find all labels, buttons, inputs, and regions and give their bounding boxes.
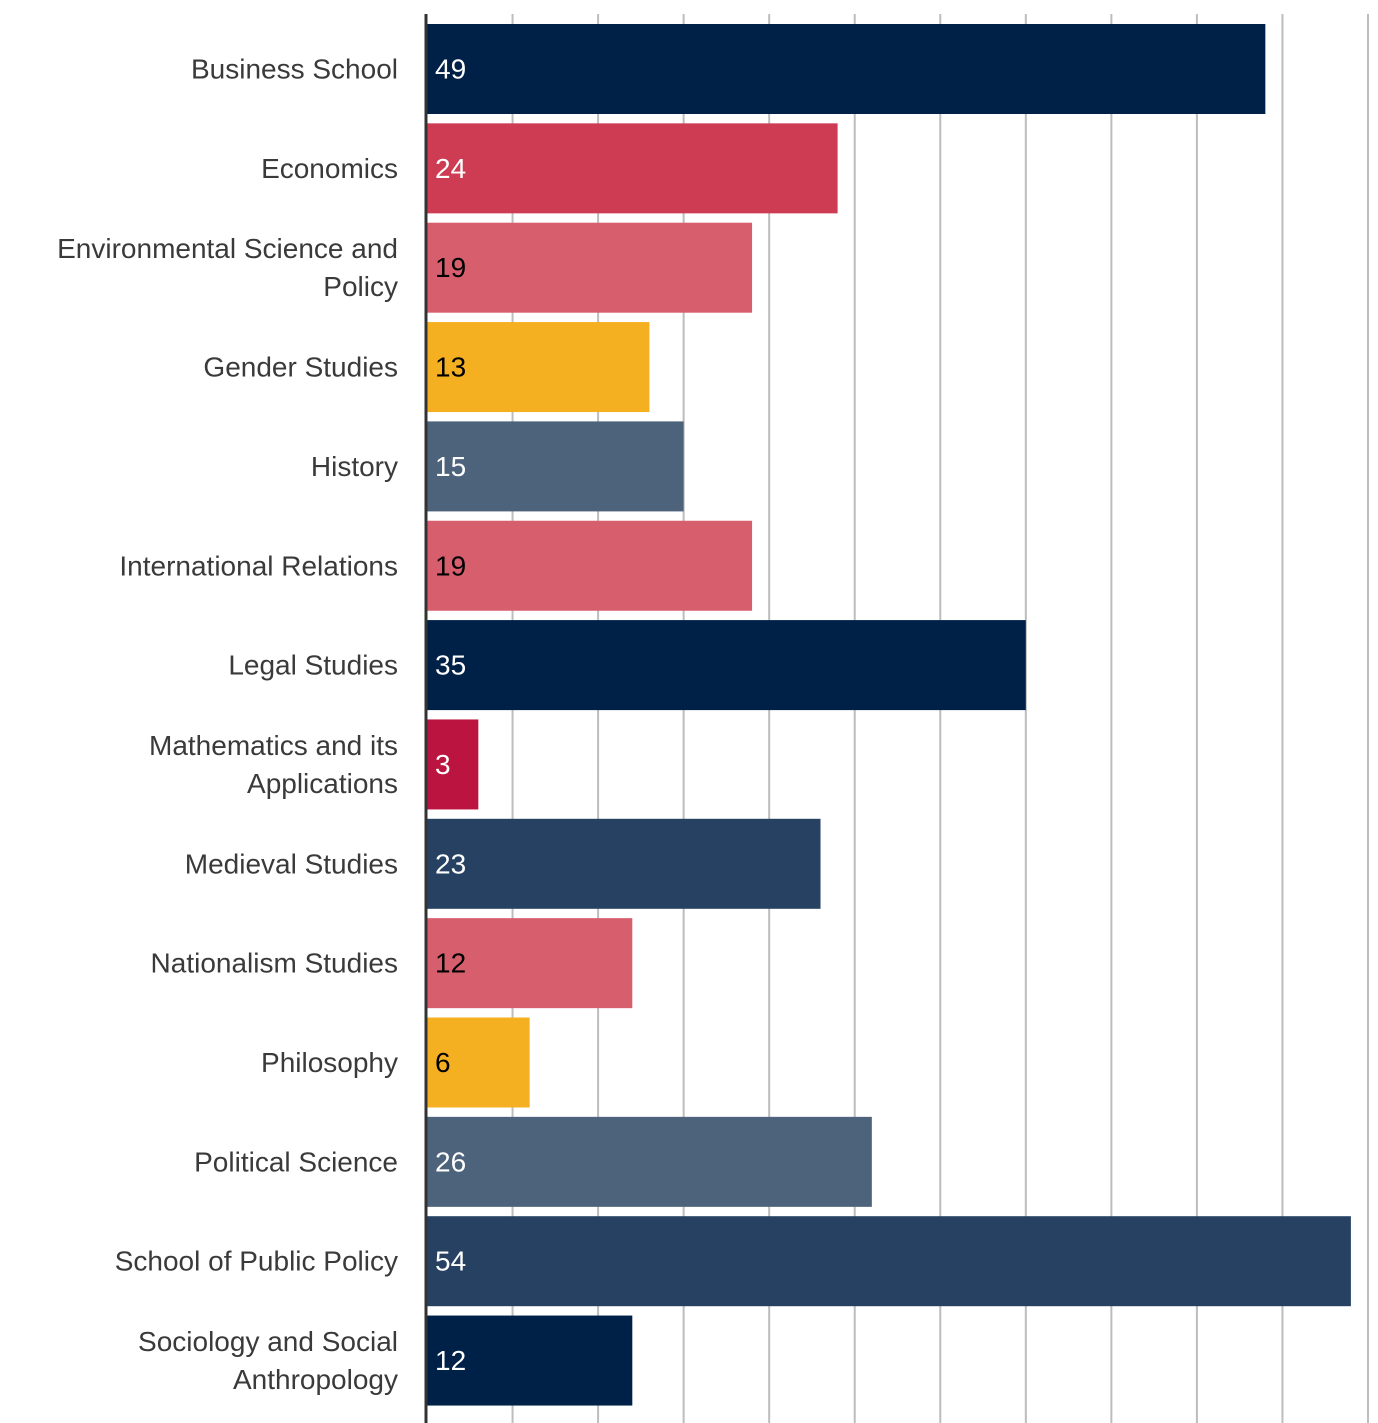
category-label-12: School of Public Policy <box>115 1246 398 1277</box>
value-label-6: 35 <box>435 650 466 681</box>
bar-8 <box>427 818 821 909</box>
value-label-2: 19 <box>435 252 466 283</box>
value-label-13: 12 <box>435 1345 466 1376</box>
bar-5 <box>427 520 753 611</box>
category-label-5: International Relations <box>119 550 398 581</box>
bar-12 <box>427 1216 1351 1307</box>
value-label-3: 13 <box>435 352 466 383</box>
bar-3 <box>427 322 650 413</box>
category-label-3: Gender Studies <box>203 352 398 383</box>
category-label-0: Business School <box>191 54 398 85</box>
value-label-11: 26 <box>435 1146 466 1177</box>
bar-7 <box>427 719 479 810</box>
bar-11 <box>427 1116 872 1207</box>
category-label-1: Economics <box>261 153 398 184</box>
category-label-7: Mathematics and its Applications <box>149 730 398 799</box>
value-label-12: 54 <box>435 1246 466 1277</box>
value-label-0: 49 <box>435 54 466 85</box>
category-labels: Business School Economics Environmental Sc… <box>57 54 398 1396</box>
category-label-11: Political Science <box>194 1146 398 1177</box>
value-labels: 49 24 19 13 15 19 35 3 23 12 6 26 54 12 <box>435 54 466 1377</box>
value-label-9: 12 <box>435 948 466 979</box>
category-label-9: Nationalism Studies <box>151 948 398 979</box>
bar-2 <box>427 222 753 313</box>
bar-10 <box>427 1017 530 1108</box>
value-label-7: 3 <box>435 749 451 780</box>
bar-9 <box>427 918 633 1009</box>
category-label-2: Environmental Science and Policy <box>57 233 398 302</box>
bar-1 <box>427 123 838 214</box>
category-label-10: Philosophy <box>261 1047 398 1078</box>
bar-13 <box>427 1315 633 1406</box>
category-label-13: Sociology and Social Anthropology <box>138 1326 398 1395</box>
value-label-10: 6 <box>435 1047 451 1078</box>
value-label-8: 23 <box>435 848 466 879</box>
bar-6 <box>427 620 1026 711</box>
category-label-8: Medieval Studies <box>185 848 398 879</box>
value-label-5: 19 <box>435 550 466 581</box>
category-label-6: Legal Studies <box>228 650 398 681</box>
bar-0 <box>427 24 1266 114</box>
value-label-1: 24 <box>435 153 466 184</box>
bars <box>427 24 1351 1406</box>
category-label-4: History <box>311 451 398 482</box>
value-label-4: 15 <box>435 451 466 482</box>
bar-4 <box>427 421 684 512</box>
